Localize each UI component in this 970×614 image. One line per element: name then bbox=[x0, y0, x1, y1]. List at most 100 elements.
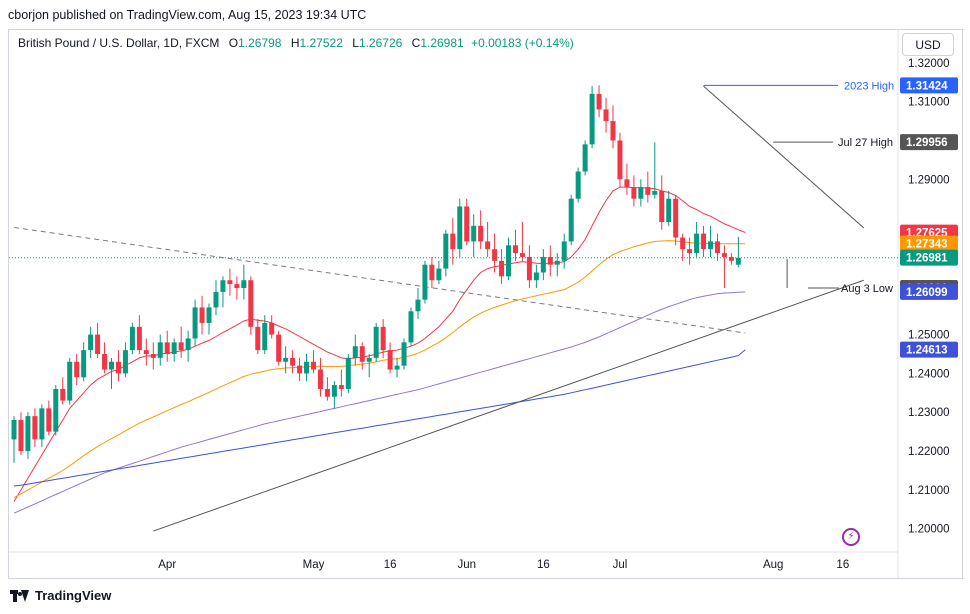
candle-body bbox=[638, 187, 644, 199]
candle-body bbox=[533, 272, 539, 281]
ema50-tag-box bbox=[900, 235, 958, 252]
publisher-line: cborjon published on TradingView.com, Au… bbox=[8, 8, 367, 22]
candle-body bbox=[290, 357, 296, 366]
candle-body bbox=[687, 249, 693, 254]
x-tick-label-0: Apr bbox=[158, 559, 176, 571]
x-tick-label-6: Aug bbox=[763, 559, 783, 571]
candle-body bbox=[32, 416, 38, 440]
candle-body bbox=[443, 233, 449, 269]
annotation-tag-0-box bbox=[900, 77, 958, 94]
currency-button[interactable]: USD bbox=[902, 33, 954, 56]
sma100-tag: 1.26099 bbox=[906, 287, 948, 299]
candle-body bbox=[373, 326, 379, 358]
candle-body bbox=[95, 334, 101, 354]
candle-body bbox=[666, 198, 672, 222]
candle-body bbox=[450, 233, 456, 250]
candle-body bbox=[429, 264, 435, 281]
candle-body bbox=[213, 291, 219, 308]
candle-body bbox=[74, 361, 80, 378]
x-tick-label-1: May bbox=[303, 559, 325, 571]
candle-body bbox=[680, 237, 686, 250]
candle-body bbox=[540, 256, 546, 273]
candle-body bbox=[596, 93, 602, 110]
candle-body bbox=[262, 322, 268, 351]
candle-body bbox=[589, 93, 595, 145]
last-price-tag: 1.26981 bbox=[906, 253, 948, 265]
descending-dashed-trendline bbox=[13, 226, 746, 334]
candle-body bbox=[338, 385, 344, 389]
candle-body bbox=[575, 171, 581, 199]
symbol-name: British Pound / U.S. Dollar, 1D, FXCM bbox=[18, 36, 220, 50]
candle-body bbox=[714, 241, 720, 254]
candle-body bbox=[673, 198, 679, 238]
descending-resistance bbox=[703, 85, 865, 229]
ma-line-sma-200 bbox=[13, 349, 746, 487]
sma200-tag-box bbox=[900, 341, 958, 358]
candle-body bbox=[248, 280, 254, 327]
candle-body bbox=[512, 245, 518, 254]
candle-body bbox=[436, 268, 442, 281]
candle-body bbox=[220, 280, 226, 292]
candle-body bbox=[582, 144, 588, 172]
candle-body bbox=[721, 253, 727, 257]
candle-body bbox=[568, 198, 574, 242]
candle-body bbox=[25, 416, 31, 452]
candle-body bbox=[206, 307, 212, 323]
candle-body bbox=[171, 342, 177, 354]
candle-body bbox=[199, 307, 205, 323]
candle-body bbox=[554, 260, 560, 265]
chart-frame bbox=[8, 29, 963, 579]
candle-body bbox=[464, 206, 470, 242]
candle-body bbox=[610, 121, 616, 141]
candle-body bbox=[185, 338, 191, 351]
high-label: H bbox=[290, 36, 300, 50]
candle-body bbox=[39, 408, 45, 440]
annotation-tag-1-box bbox=[900, 134, 958, 151]
candle-body bbox=[735, 257, 741, 265]
candle-body bbox=[401, 342, 407, 366]
candle-body bbox=[304, 361, 310, 374]
candle-body bbox=[415, 299, 421, 312]
high-value: 1.27522 bbox=[299, 36, 343, 50]
open-value: 1.26798 bbox=[238, 36, 282, 50]
candle-body bbox=[102, 354, 108, 370]
candle-body bbox=[317, 369, 323, 389]
y-tick-label-5: 1.25000 bbox=[908, 330, 950, 342]
plot-area bbox=[9, 84, 898, 532]
candle-body bbox=[11, 420, 17, 440]
candle-body bbox=[519, 253, 525, 257]
close-value: 1.26981 bbox=[420, 36, 464, 50]
y-tick-label-6: 1.29000 bbox=[908, 174, 950, 186]
x-tick-label-5: Jul bbox=[613, 559, 628, 571]
change-value: +0.00183 (+0.14%) bbox=[471, 36, 574, 50]
ma-line-sma-100 bbox=[13, 291, 746, 514]
candle-body bbox=[67, 361, 73, 401]
y-tick-label-2: 1.22000 bbox=[908, 446, 950, 458]
y-tick-label-8: 1.31000 bbox=[908, 97, 950, 109]
candle-body bbox=[499, 260, 505, 277]
candle-body bbox=[394, 365, 400, 370]
candle-body bbox=[492, 249, 498, 261]
candle-body bbox=[234, 284, 240, 288]
open-label: O bbox=[228, 36, 239, 50]
candle-body bbox=[310, 361, 316, 370]
level-label-2: Aug 3 Low bbox=[841, 283, 893, 295]
candle-body bbox=[115, 361, 121, 374]
y-tick-label-9: 1.32000 bbox=[908, 58, 950, 70]
candle-body bbox=[331, 385, 337, 397]
candle-body bbox=[255, 326, 261, 351]
lightning-icon[interactable]: ⚡ bbox=[842, 528, 860, 546]
candle-body bbox=[60, 388, 66, 401]
candle-body bbox=[109, 361, 115, 370]
candle-body bbox=[387, 350, 393, 370]
candle-body bbox=[297, 365, 303, 374]
candle-body bbox=[561, 241, 567, 261]
candle-body bbox=[324, 388, 330, 397]
candle-body bbox=[471, 225, 477, 242]
x-tick-label-2: 16 bbox=[384, 559, 397, 571]
candle-body bbox=[506, 245, 512, 277]
candle-body bbox=[694, 233, 700, 254]
low-value: 1.26726 bbox=[358, 36, 403, 50]
candle-body bbox=[136, 326, 142, 351]
